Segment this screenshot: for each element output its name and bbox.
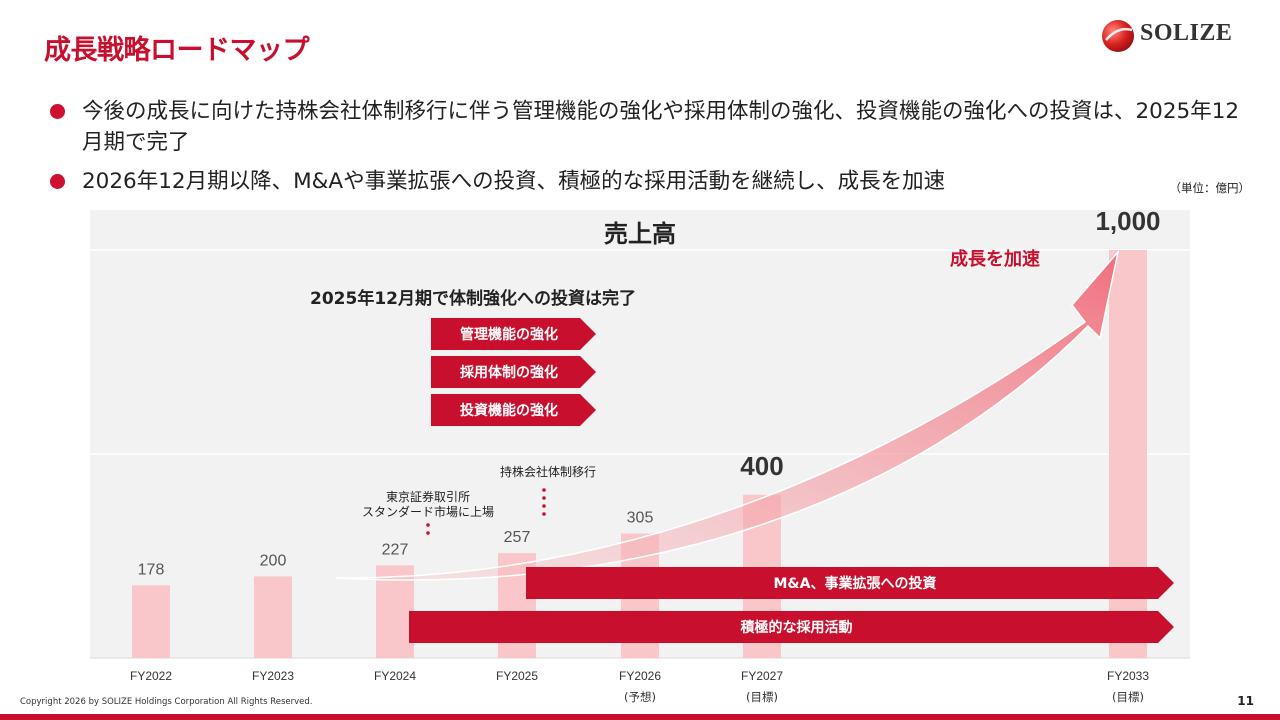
x-tick-label: FY2033	[1107, 669, 1149, 683]
page-number: 11	[1237, 694, 1254, 708]
dotted-leader	[542, 504, 546, 508]
chart-title: 売上高	[604, 220, 676, 248]
dotted-leader	[542, 488, 546, 492]
value-label-fy2026: 305	[627, 510, 654, 527]
growth-arrow-icon	[335, 249, 1120, 581]
copyright: Copyright 2026 by SOLIZE Holdings Corpor…	[20, 697, 313, 707]
x-tick-note: (目標)	[746, 690, 778, 704]
value-label-fy2025: 257	[504, 529, 531, 546]
investment-chevron	[431, 318, 596, 350]
investment-item-label: 投資機能の強化	[460, 402, 558, 419]
bottom-accent-bar	[0, 714, 1280, 720]
x-tick-label: FY2025	[496, 669, 538, 683]
bar-fy2023	[254, 576, 292, 658]
bullet-dot-icon	[50, 174, 65, 189]
holding-note: 持株会社体制移行	[500, 464, 596, 479]
bullet-list: 今後の成長に向けた持株会社体制移行に伴う管理機能の強化や採用体制の強化、投資機能…	[50, 96, 1250, 205]
bullet-dot-icon	[50, 104, 65, 119]
dotted-leader	[542, 496, 546, 500]
hiring-arrow-label: 積極的な採用活動	[740, 619, 853, 636]
ma-investment-arrow	[526, 567, 1174, 599]
x-tick-label: FY2026	[619, 669, 661, 683]
investment-heading: 2025年12月期で体制強化への投資は完了	[310, 288, 636, 309]
listing-note-line: 東京証券取引所	[386, 489, 470, 504]
x-tick-note: (目標)	[1112, 690, 1144, 704]
dotted-leader	[542, 512, 546, 516]
x-tick-label: FY2022	[130, 669, 172, 683]
bullet-text: 2026年12月期以降、M&Aや事業拡張への投資、積極的な採用活動を継続し、成長…	[82, 169, 946, 194]
x-tick-label: FY2027	[741, 669, 783, 683]
bar-fy2022	[132, 585, 170, 658]
x-tick-note: (予想)	[624, 690, 656, 704]
hiring-arrow	[409, 611, 1174, 643]
logo-text: SOLIZE	[1140, 20, 1233, 46]
growth-label: 成長を加速	[950, 248, 1040, 270]
solize-logo	[1102, 20, 1134, 52]
investment-item-label: 管理機能の強化	[460, 326, 558, 343]
dotted-leader	[426, 531, 430, 535]
x-tick-label: FY2023	[252, 669, 294, 683]
listing-note-line: スタンダード市場に上場	[362, 504, 494, 519]
investment-chevron	[431, 394, 596, 426]
investment-chevron	[431, 356, 596, 388]
bullet-item: 今後の成長に向けた持株会社体制移行に伴う管理機能の強化や採用体制の強化、投資機能…	[50, 96, 1250, 158]
value-label-fy2033: 1,000	[1095, 206, 1160, 236]
bullet-item: 2026年12月期以降、M&Aや事業拡張への投資、積極的な採用活動を継続し、成長…	[50, 166, 1250, 197]
unit-label: （単位：億円）	[1169, 181, 1251, 195]
ma-investment-arrow-label: M&A、事業拡張への投資	[774, 575, 937, 592]
page-title: 成長戦略ロードマップ	[44, 35, 310, 66]
bullet-text: 今後の成長に向けた持株会社体制移行に伴う管理機能の強化や採用体制の強化、投資機能…	[82, 99, 1240, 155]
value-label-fy2027: 400	[740, 451, 783, 481]
value-label-fy2022: 178	[138, 561, 165, 578]
investment-item-label: 採用体制の強化	[460, 364, 558, 381]
dotted-leader	[426, 523, 430, 527]
value-label-fy2023: 200	[260, 552, 287, 569]
x-tick-label: FY2024	[374, 669, 416, 683]
value-label-fy2024: 227	[382, 541, 409, 558]
